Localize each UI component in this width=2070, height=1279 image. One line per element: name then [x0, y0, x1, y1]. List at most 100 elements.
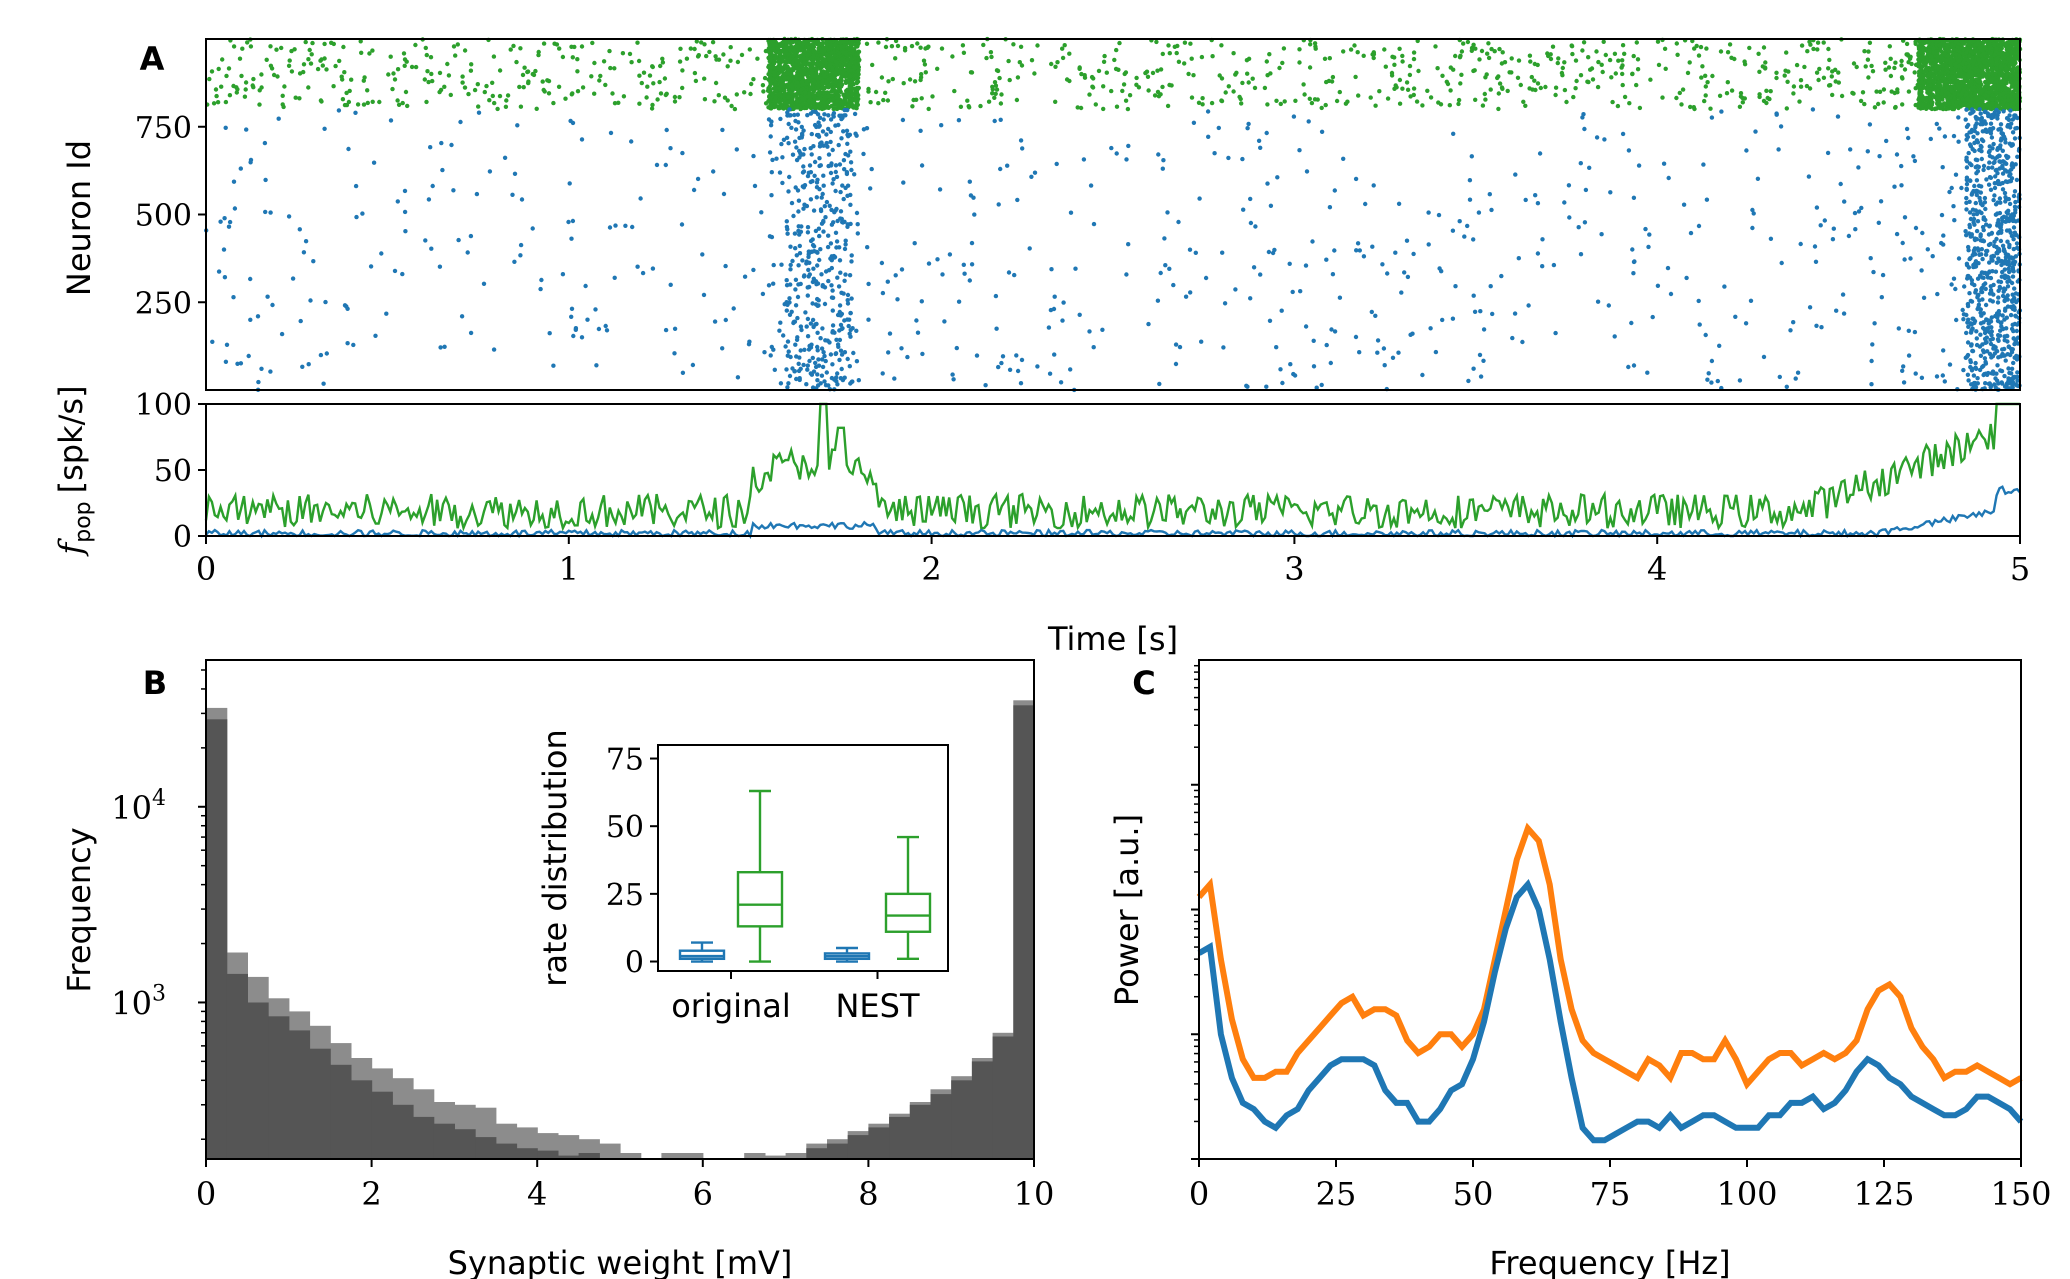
excitatory-spike — [1548, 52, 1553, 57]
excitatory-spike — [1226, 84, 1232, 89]
excitatory-spike — [1555, 60, 1561, 66]
excitatory-spike — [1136, 85, 1142, 90]
inhibitory-spike — [854, 210, 860, 216]
inhibitory-spike — [371, 160, 377, 165]
inhibitory-spike — [868, 186, 873, 191]
excitatory-spike — [1959, 92, 1964, 97]
excitatory-spike — [909, 43, 915, 49]
excitatory-spike — [1687, 60, 1692, 65]
excitatory-spike — [658, 91, 664, 96]
excitatory-spike — [657, 79, 662, 85]
excitatory-spike — [1648, 77, 1653, 82]
excitatory-spike — [1827, 57, 1832, 63]
inhibitory-spike — [887, 331, 893, 336]
excitatory-spike — [1308, 42, 1313, 47]
excitatory-spike — [868, 100, 873, 105]
inhibitory-spike — [1871, 269, 1876, 275]
excitatory-spike — [791, 62, 796, 67]
excitatory-spike — [590, 40, 595, 46]
inhibitory-spike — [810, 385, 816, 390]
inhibitory-spike — [1981, 167, 1986, 173]
excitatory-spike — [832, 70, 838, 76]
inhibitory-spike — [373, 333, 378, 338]
excitatory-spike — [1976, 50, 1981, 56]
excitatory-spike — [1458, 81, 1463, 86]
inhibitory-spike — [1314, 385, 1319, 390]
excitatory-spike — [1960, 45, 1965, 51]
excitatory-spike — [1685, 70, 1691, 76]
excitatory-spike — [1459, 49, 1465, 54]
inhibitory-spike — [1510, 335, 1515, 341]
excitatory-spike — [1116, 67, 1121, 73]
excitatory-spike — [1371, 52, 1377, 57]
excitatory-spike — [2009, 68, 2015, 73]
inhibitory-spike — [768, 353, 773, 358]
excitatory-spike — [1496, 91, 1502, 96]
excitatory-spike — [2000, 91, 2006, 97]
inhibitory-spike — [1906, 353, 1912, 358]
excitatory-spike — [460, 74, 465, 79]
excitatory-spike — [1078, 105, 1084, 111]
excitatory-spike — [820, 81, 825, 87]
excitatory-spike — [1189, 95, 1195, 100]
excitatory-spike — [802, 61, 807, 66]
excitatory-spike — [395, 67, 401, 72]
excitatory-spike — [768, 76, 773, 81]
excitatory-spike — [355, 102, 361, 107]
excitatory-spike — [429, 71, 434, 77]
inhibitory-spike — [1264, 384, 1269, 389]
excitatory-spike — [370, 48, 375, 53]
excitatory-spike — [1585, 79, 1590, 84]
excitatory-spike — [702, 97, 708, 102]
excitatory-spike — [390, 86, 395, 92]
excitatory-spike — [1989, 97, 1994, 102]
excitatory-spike — [1343, 101, 1349, 106]
inhibitory-spike — [792, 112, 797, 118]
excitatory-spike — [1535, 81, 1541, 86]
excitatory-spike — [800, 79, 805, 85]
inhibitory-spike — [1912, 158, 1918, 164]
excitatory-spike — [1461, 41, 1466, 46]
inhibitory-spike — [793, 342, 798, 347]
excitatory-spike — [915, 41, 920, 46]
inhibitory-spike — [1311, 364, 1317, 369]
excitatory-spike — [1200, 96, 1205, 101]
inhibitory-spike — [852, 172, 857, 177]
excitatory-spike — [1505, 88, 1510, 94]
excitatory-spike — [540, 79, 545, 84]
inhibitory-spike — [840, 183, 845, 188]
excitatory-spike — [1635, 67, 1641, 72]
excitatory-spike — [551, 100, 556, 106]
inhibitory-spike — [994, 326, 999, 331]
inhibitory-spike — [1426, 210, 1431, 215]
inhibitory-spike — [353, 110, 358, 116]
excitatory-spike — [309, 52, 314, 57]
excitatory-spike — [820, 78, 825, 83]
excitatory-spike — [245, 40, 250, 45]
inhibitory-spike — [1901, 380, 1907, 385]
excitatory-spike — [1114, 47, 1119, 53]
excitatory-spike — [287, 58, 292, 63]
inhibitory-spike — [1332, 329, 1338, 334]
excitatory-spike — [1407, 72, 1413, 78]
excitatory-spike — [789, 72, 794, 77]
excitatory-spike — [1785, 79, 1790, 85]
excitatory-spike — [402, 63, 407, 68]
excitatory-spike — [1239, 101, 1244, 106]
excitatory-spike — [1189, 56, 1194, 61]
excitatory-spike — [782, 93, 787, 99]
excitatory-spike — [1293, 98, 1298, 104]
excitatory-spike — [876, 40, 881, 45]
inhibitory-spike — [919, 163, 925, 168]
inhibitory-spike — [265, 294, 270, 299]
excitatory-spike — [442, 84, 447, 90]
inhibitory-spike — [231, 179, 237, 184]
excitatory-spike — [1174, 50, 1179, 56]
excitatory-spike — [377, 99, 382, 105]
excitatory-spike — [1397, 77, 1403, 83]
excitatory-spike — [850, 91, 855, 96]
excitatory-spike — [999, 92, 1004, 97]
excitatory-spike — [359, 50, 364, 55]
excitatory-spike — [833, 106, 838, 111]
excitatory-spike — [1867, 40, 1873, 45]
